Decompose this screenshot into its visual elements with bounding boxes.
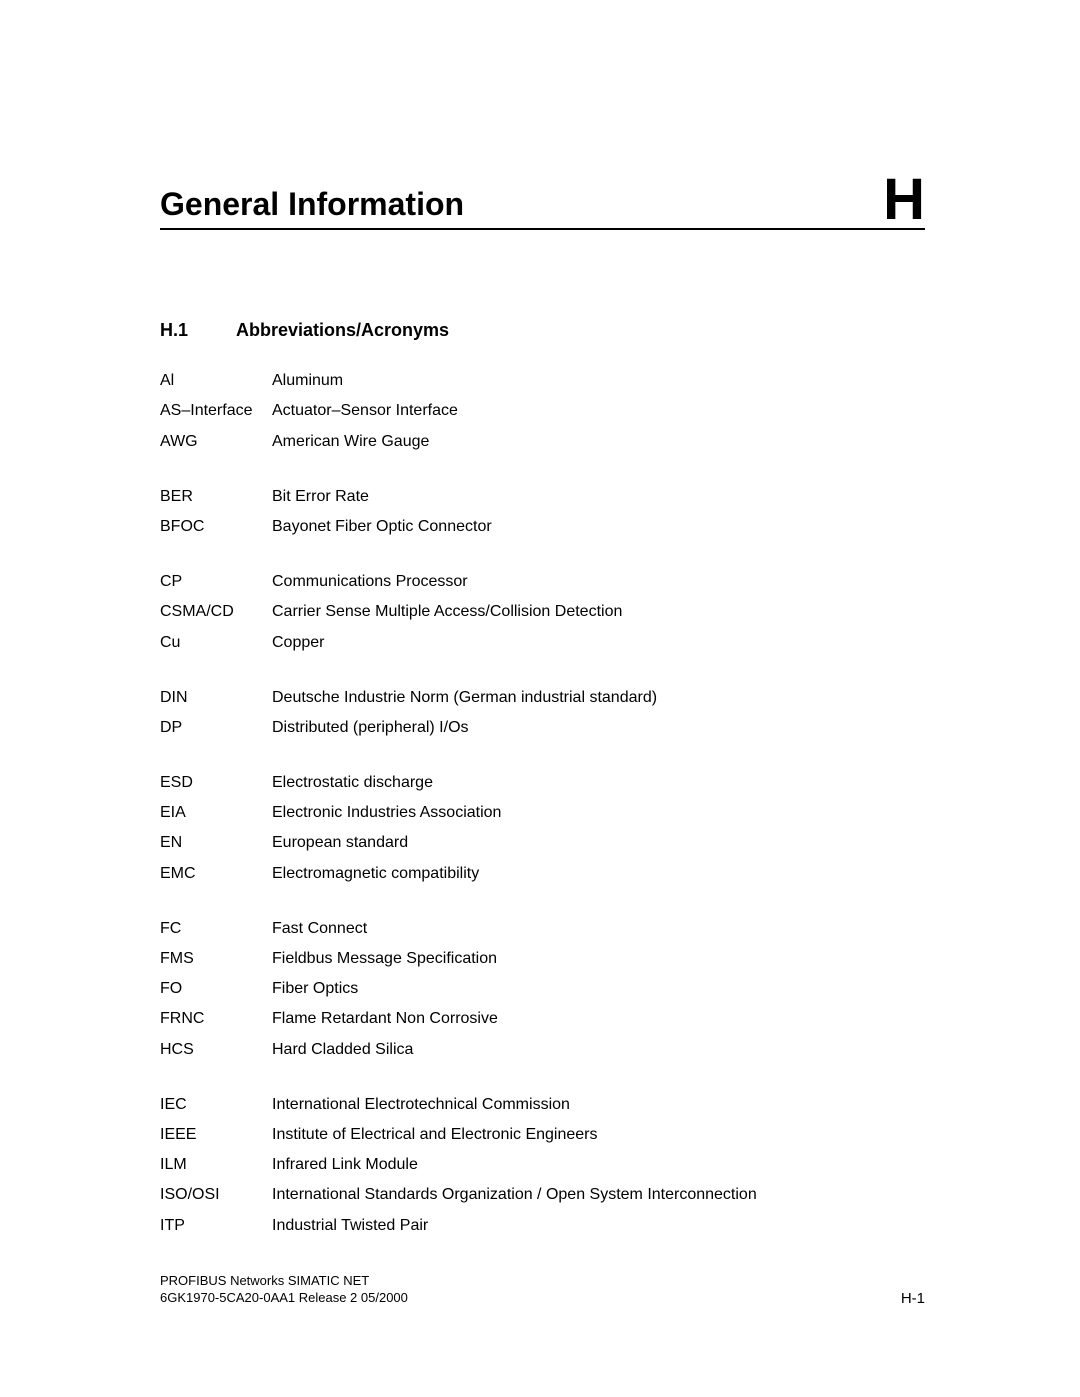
definition-row: IEEEInstitute of Electrical and Electron… <box>160 1125 925 1144</box>
abbreviation: ISO/OSI <box>160 1185 272 1204</box>
abbreviation: BER <box>160 487 272 506</box>
abbreviation: FC <box>160 919 272 938</box>
abbreviation: EN <box>160 833 272 852</box>
page: General Information H H.1 Abbreviations/… <box>0 0 1080 1235</box>
definition-group: CPCommunications ProcessorCSMA/CDCarrier… <box>160 572 925 652</box>
abbreviation: DIN <box>160 688 272 707</box>
abbreviation: FO <box>160 979 272 998</box>
abbreviation: BFOC <box>160 517 272 536</box>
definition-row: ISO/OSIInternational Standards Organizat… <box>160 1185 925 1204</box>
definition-row: CSMA/CDCarrier Sense Multiple Access/Col… <box>160 602 925 621</box>
definition-row: AWGAmerican Wire Gauge <box>160 432 925 451</box>
definition-row: BFOCBayonet Fiber Optic Connector <box>160 517 925 536</box>
page-title: General Information <box>160 187 464 222</box>
abbreviation: HCS <box>160 1040 272 1059</box>
footer-line1: PROFIBUS Networks SIMATIC NET <box>160 1272 408 1290</box>
abbreviation: FMS <box>160 949 272 968</box>
abbreviation: CP <box>160 572 272 591</box>
abbreviation: IEEE <box>160 1125 272 1144</box>
definition-row: AlAluminum <box>160 371 925 390</box>
definition-text: Electrostatic discharge <box>272 773 925 792</box>
footer-left: PROFIBUS Networks SIMATIC NET 6GK1970-5C… <box>160 1272 408 1307</box>
definition-text: Actuator–Sensor Interface <box>272 401 925 420</box>
definition-text: Industrial Twisted Pair <box>272 1216 925 1235</box>
definition-row: CuCopper <box>160 633 925 652</box>
definition-row: ITPIndustrial Twisted Pair <box>160 1216 925 1235</box>
definition-text: Flame Retardant Non Corrosive <box>272 1009 925 1028</box>
abbreviation: IEC <box>160 1095 272 1114</box>
abbreviation: ESD <box>160 773 272 792</box>
definitions-list: AlAluminumAS–InterfaceActuator–Sensor In… <box>160 371 925 1235</box>
definition-row: CPCommunications Processor <box>160 572 925 591</box>
definition-group: ESDElectrostatic dischargeEIAElectronic … <box>160 773 925 883</box>
definition-row: EIAElectronic Industries Association <box>160 803 925 822</box>
definition-row: FCFast Connect <box>160 919 925 938</box>
abbreviation: Al <box>160 371 272 390</box>
definition-text: Aluminum <box>272 371 925 390</box>
definition-group: FCFast ConnectFMSFieldbus Message Specif… <box>160 919 925 1059</box>
definition-row: ILMInfrared Link Module <box>160 1155 925 1174</box>
abbreviation: Cu <box>160 633 272 652</box>
abbreviation: DP <box>160 718 272 737</box>
definition-row: FOFiber Optics <box>160 979 925 998</box>
definition-text: Electronic Industries Association <box>272 803 925 822</box>
abbreviation: ITP <box>160 1216 272 1235</box>
definition-text: Copper <box>272 633 925 652</box>
definition-text: International Standards Organization / O… <box>272 1185 925 1204</box>
abbreviation: ILM <box>160 1155 272 1174</box>
definition-text: International Electrotechnical Commissio… <box>272 1095 925 1114</box>
page-number: H-1 <box>901 1290 925 1307</box>
definition-text: Communications Processor <box>272 572 925 591</box>
definition-text: Institute of Electrical and Electronic E… <box>272 1125 925 1144</box>
definition-text: Distributed (peripheral) I/Os <box>272 718 925 737</box>
definition-group: DINDeutsche Industrie Norm (German indus… <box>160 688 925 737</box>
definition-row: AS–InterfaceActuator–Sensor Interface <box>160 401 925 420</box>
section-heading: H.1 Abbreviations/Acronyms <box>160 320 925 341</box>
definition-group: BERBit Error RateBFOCBayonet Fiber Optic… <box>160 487 925 536</box>
section-name: Abbreviations/Acronyms <box>236 320 449 341</box>
definition-row: BERBit Error Rate <box>160 487 925 506</box>
definition-row: DPDistributed (peripheral) I/Os <box>160 718 925 737</box>
definition-text: Electromagnetic compatibility <box>272 864 925 883</box>
definition-group: IECInternational Electrotechnical Commis… <box>160 1095 925 1235</box>
chapter-letter: H <box>883 174 925 226</box>
definition-text: Hard Cladded Silica <box>272 1040 925 1059</box>
definition-text: Bayonet Fiber Optic Connector <box>272 517 925 536</box>
definition-row: ESDElectrostatic discharge <box>160 773 925 792</box>
definition-text: European standard <box>272 833 925 852</box>
definition-row: ENEuropean standard <box>160 833 925 852</box>
definition-text: Fieldbus Message Specification <box>272 949 925 968</box>
definition-text: Deutsche Industrie Norm (German industri… <box>272 688 925 707</box>
abbreviation: CSMA/CD <box>160 602 272 621</box>
definition-row: FRNCFlame Retardant Non Corrosive <box>160 1009 925 1028</box>
definition-group: AlAluminumAS–InterfaceActuator–Sensor In… <box>160 371 925 451</box>
abbreviation: AS–Interface <box>160 401 272 420</box>
definition-text: Fiber Optics <box>272 979 925 998</box>
footer-line2: 6GK1970-5CA20-0AA1 Release 2 05/2000 <box>160 1289 408 1307</box>
definition-text: Bit Error Rate <box>272 487 925 506</box>
abbreviation: AWG <box>160 432 272 451</box>
title-row: General Information H <box>160 170 925 230</box>
definition-row: DINDeutsche Industrie Norm (German indus… <box>160 688 925 707</box>
definition-row: HCSHard Cladded Silica <box>160 1040 925 1059</box>
footer: PROFIBUS Networks SIMATIC NET 6GK1970-5C… <box>160 1272 925 1307</box>
definition-text: Infrared Link Module <box>272 1155 925 1174</box>
definition-row: IECInternational Electrotechnical Commis… <box>160 1095 925 1114</box>
definition-text: Fast Connect <box>272 919 925 938</box>
section-number: H.1 <box>160 320 188 341</box>
definition-row: FMSFieldbus Message Specification <box>160 949 925 968</box>
abbreviation: FRNC <box>160 1009 272 1028</box>
definition-row: EMCElectromagnetic compatibility <box>160 864 925 883</box>
definition-text: Carrier Sense Multiple Access/Collision … <box>272 602 925 621</box>
definition-text: American Wire Gauge <box>272 432 925 451</box>
abbreviation: EMC <box>160 864 272 883</box>
abbreviation: EIA <box>160 803 272 822</box>
